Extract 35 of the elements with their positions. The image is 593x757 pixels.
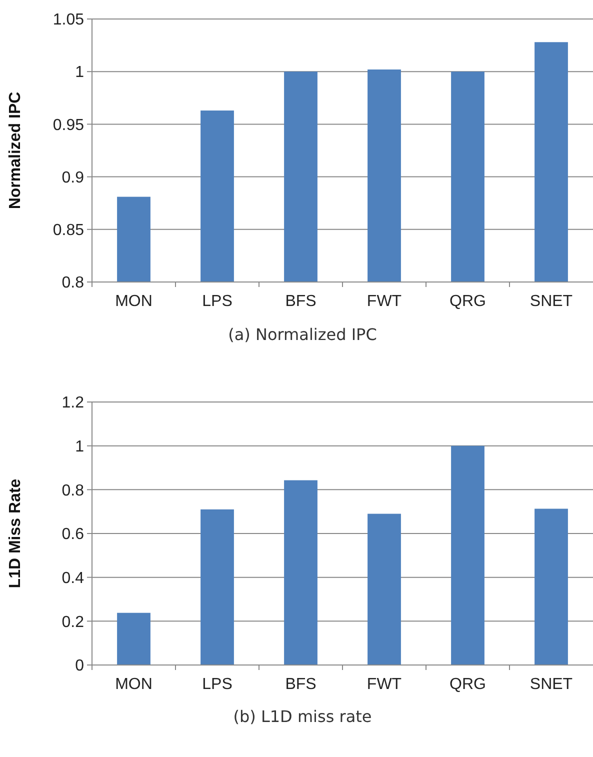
y-tick-label: 0 (75, 658, 84, 675)
x-tick-label: SNET (530, 293, 573, 310)
x-tick-label: SNET (530, 676, 573, 693)
y-tick-label: 1 (75, 438, 84, 456)
y-tick-label: 1.05 (52, 12, 84, 29)
y-tick-label: 0.9 (62, 169, 84, 186)
y-tick-label: 0.8 (62, 274, 84, 292)
x-tick-label: MON (115, 293, 152, 310)
x-tick-label: QRG (450, 293, 486, 310)
bar (368, 514, 401, 665)
x-tick-label: LPS (202, 676, 232, 693)
x-tick-label: QRG (450, 676, 486, 693)
y-tick-label: 0.6 (62, 526, 84, 544)
bar (200, 509, 234, 665)
x-tick-label: BFS (285, 293, 316, 310)
x-tick-label: FWT (366, 676, 402, 693)
bar (117, 612, 150, 665)
bar (534, 508, 568, 665)
bar (451, 446, 484, 665)
y-tick-label: 0.95 (52, 116, 84, 134)
y-tick-label: 0.4 (62, 570, 84, 587)
x-tick-label: FWT (366, 293, 402, 310)
bar (284, 480, 318, 665)
y-axis-title: Normalized IPC (7, 91, 24, 210)
y-tick-label: 0.2 (62, 614, 84, 631)
y-tick-label: 0.8 (62, 482, 84, 500)
y-tick-label: 1.2 (62, 394, 84, 412)
x-tick-label: LPS (202, 293, 232, 310)
x-tick-label: BFS (285, 676, 316, 693)
text: (b) L1D miss rate (233, 707, 372, 726)
y-axis-title: L1D Miss Rate (7, 478, 24, 588)
y-tick-label: 0.85 (52, 222, 84, 239)
text: (a) Normalized IPC (228, 325, 377, 344)
x-tick-label: MON (115, 676, 152, 693)
y-tick-label: 1 (75, 64, 84, 82)
